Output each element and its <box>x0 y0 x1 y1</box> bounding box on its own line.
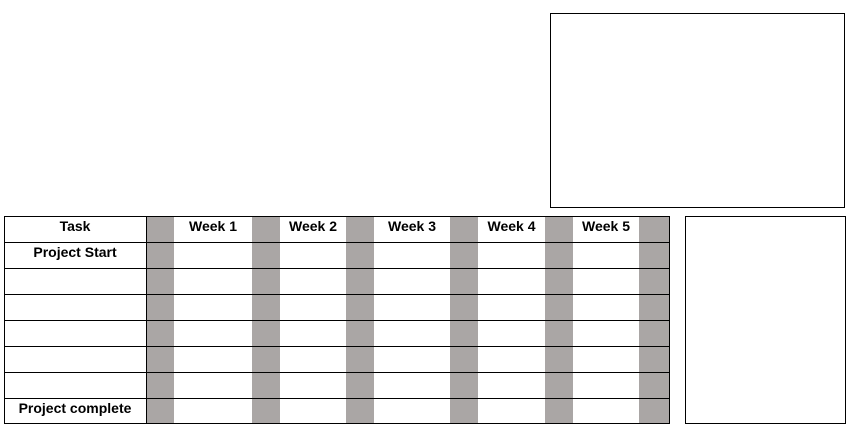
task-name: Project Start <box>33 244 117 260</box>
week-header: Week 3 <box>388 218 436 234</box>
week-header: Week 4 <box>487 218 536 234</box>
notes-box <box>685 216 846 424</box>
gantt-grid <box>4 216 670 424</box>
task-header: Task <box>59 218 91 234</box>
week-header: Week 1 <box>189 218 237 234</box>
week-header: Week 2 <box>289 218 337 234</box>
task-name: Project complete <box>18 400 132 416</box>
image-placeholder-box <box>550 13 845 208</box>
week-header: Week 5 <box>582 218 630 234</box>
gantt-table: Task Week 1 Week 2 Week 3 Week 4 Week 5 Projec… <box>4 216 670 424</box>
